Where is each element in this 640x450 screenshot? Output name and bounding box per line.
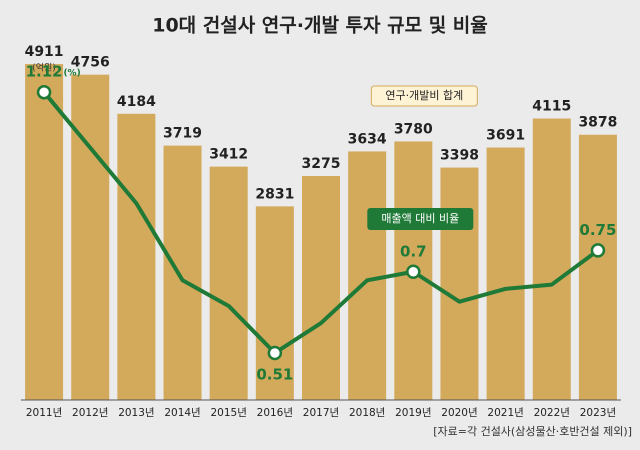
x-tick-label: 2018년 [349,407,385,419]
x-tick-label: 2019년 [395,407,431,419]
ratio-line [42,90,600,355]
bar-value-label: 4184 [117,94,156,110]
x-tick-label: 2013년 [118,407,154,419]
bar-value-label: 4756 [71,55,110,71]
x-tick-label: 2022년 [534,407,570,419]
bar [163,145,202,400]
bar [209,166,248,400]
x-tick-label: 2012년 [72,407,108,419]
bar-value-label: 4115 [532,99,571,115]
bar-value-label: 3398 [440,148,479,164]
bar-value-label: 3634 [348,131,387,147]
bar [255,206,294,400]
x-tick-label: 2017년 [303,407,339,419]
bar-value-label: 2831 [255,186,294,202]
x-tick-label: 2021년 [487,407,523,419]
bar [440,167,479,400]
source: [자료=각 건설사(삼성물산·호반건설 제외)] [433,425,632,438]
x-tick-label: 2015년 [210,407,246,419]
ratio-marker [36,84,52,100]
x-tick-label: 2014년 [164,407,200,419]
bar-value-label: 3691 [486,128,525,144]
x-tick-label: 2011년 [26,407,62,419]
bar [117,113,156,401]
bar [532,118,571,400]
legend-label: 매출액 대비 비율 [381,212,459,225]
bar [486,147,525,400]
legend-label: 연구·개발비 합계 [385,89,463,102]
legend-box [367,208,474,230]
ratio-value-label: 0.7 [400,242,427,260]
legend-box [370,85,478,107]
ratio-value-label: 0.51 [256,365,293,383]
bar-value-label: 3719 [163,126,202,142]
bar [71,74,110,400]
bar [302,175,340,400]
ratio-unit: (%) [63,69,80,79]
chart-title: 10대 건설사 연구·개발 투자 규모 및 비율 [152,15,488,37]
bar-unit: (억원) [32,62,56,74]
bar [348,151,387,400]
ratio-value-label: 0.75 [579,221,616,239]
ratio-marker [406,264,421,279]
ratio-marker [267,345,283,361]
bar-value-label: 3275 [302,156,341,172]
bar [578,134,617,400]
bar-value-label: 3780 [394,121,433,137]
bar-value-label: 3878 [578,115,617,131]
x-tick-label: 2023년 [580,407,616,419]
bar-value-label: 3412 [209,147,248,163]
bar [25,64,64,401]
x-tick-label: 2016년 [257,407,293,419]
x-tick-label: 2020년 [441,407,477,419]
ratio-value-label: 1.12 [26,63,63,81]
bar-value-label: 4911 [25,44,64,60]
ratio-marker [590,243,606,258]
